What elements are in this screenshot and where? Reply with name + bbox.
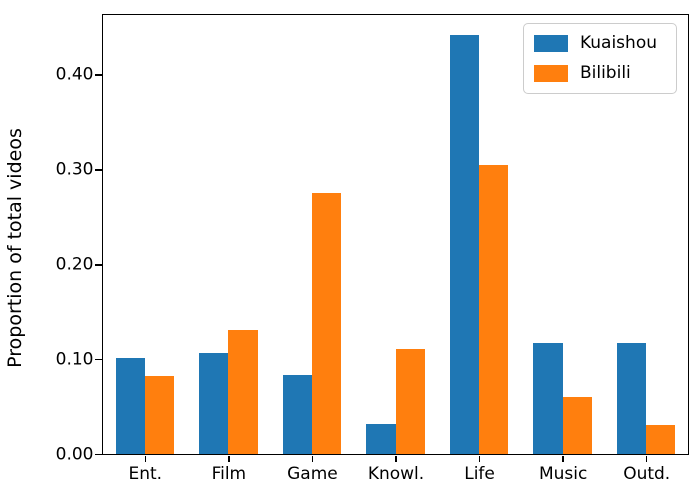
legend-label-bilibili: Bilibili <box>579 63 631 84</box>
legend: Kuaishou Bilibili <box>522 23 677 94</box>
bar-kuaishou-outd <box>616 343 647 454</box>
bar-bilibili-music <box>562 397 592 454</box>
bars-container <box>103 15 688 454</box>
x-tick-label-life: Life <box>464 463 495 484</box>
x-tick-mark <box>562 456 564 462</box>
bar-kuaishou-life <box>449 34 480 454</box>
bar-bilibili-life <box>479 164 509 454</box>
y-tick-mark <box>95 264 102 266</box>
legend-item-bilibili: Bilibili <box>533 63 663 84</box>
x-tick-mark <box>645 456 648 462</box>
y-tick-label: 0.40 <box>55 64 94 85</box>
x-tick-label-film: Film <box>211 463 247 484</box>
x-tick-mark <box>478 456 481 462</box>
x-tick-mark <box>311 456 314 462</box>
bar-bilibili-ent <box>144 376 175 454</box>
bilibili-color-swatch <box>533 65 568 83</box>
bar-kuaishou-ent <box>115 358 145 454</box>
x-tick-label-music: Music <box>538 463 588 484</box>
legend-label-kuaishou: Kuaishou <box>579 33 657 53</box>
y-tick-mark <box>95 453 102 456</box>
bar-bilibili-film <box>228 329 258 454</box>
y-axis-label: Proportion of total videos <box>4 128 26 368</box>
y-tick-label: 0.00 <box>55 444 94 464</box>
bar-kuaishou-game <box>282 375 312 454</box>
y-tick-mark <box>95 169 102 171</box>
bar-bilibili-game <box>311 193 342 454</box>
legend-item-kuaishou: Kuaishou <box>533 33 663 53</box>
x-tick-label-outd: Outd. <box>623 463 671 484</box>
plot-area: Kuaishou Bilibili <box>102 14 689 455</box>
bar-bilibili-outd <box>646 424 676 454</box>
kuaishou-color-swatch <box>533 34 568 52</box>
x-tick-mark <box>395 456 397 462</box>
y-tick-label: 0.30 <box>55 159 94 180</box>
bar-kuaishou-music <box>533 343 563 454</box>
y-tick-label: 0.20 <box>55 254 94 275</box>
y-tick-mark <box>95 358 102 361</box>
bar-kuaishou-knowl <box>366 423 396 454</box>
y-tick-label: 0.10 <box>55 349 94 370</box>
x-tick-label-ent: Ent. <box>128 463 163 484</box>
x-tick-label-knowl: Knowl. <box>367 463 425 484</box>
y-tick-mark <box>95 74 102 76</box>
x-tick-label-game: Game <box>287 463 338 484</box>
x-tick-mark <box>144 456 147 462</box>
bar-bilibili-knowl <box>395 348 425 454</box>
bar-kuaishou-film <box>199 352 229 454</box>
x-tick-mark <box>228 456 230 462</box>
